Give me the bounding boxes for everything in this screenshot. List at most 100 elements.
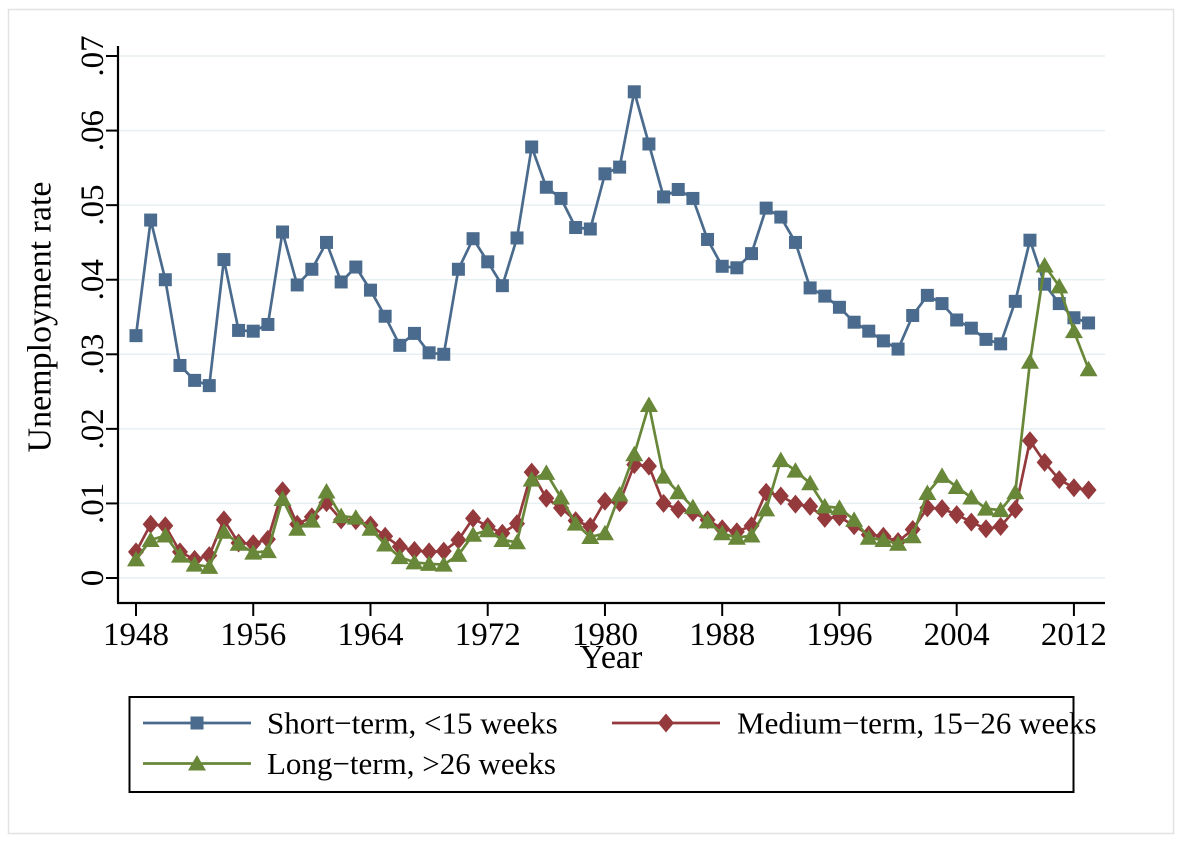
data-point-marker [349,260,363,274]
data-point-marker [1064,322,1083,339]
data-point-marker [361,520,380,536]
data-point-marker [302,512,321,528]
data-point-marker [466,232,480,246]
data-point-marker [451,262,465,276]
legend-marker-triangle-icon [188,755,206,771]
data-point-marker [786,462,805,478]
data-point-marker [566,515,585,531]
data-point-marker [816,508,833,528]
data-point-marker [1035,257,1054,273]
y-tick-label: .03 [75,334,111,375]
data-point-marker [378,309,392,323]
y-axis-title: Unemployment rate [22,182,59,453]
data-point-marker [450,530,467,550]
data-point-marker [332,507,351,524]
data-point-marker [920,288,934,302]
data-point-marker [977,519,994,539]
data-point-marker [1007,499,1024,519]
data-point-marker [683,498,702,515]
x-tick-label: 1996 [806,617,872,653]
data-point-marker [583,222,597,236]
y-tick-label: .04 [75,259,111,300]
data-point-marker [596,491,613,511]
legend-label-long-term: Long−term, >26 weeks [267,746,556,781]
data-point-marker [245,534,262,554]
data-point-marker [273,490,292,506]
data-point-marker [157,516,174,536]
data-point-marker [1020,353,1039,369]
data-point-marker [229,535,248,551]
data-point-marker [258,542,277,559]
data-point-marker [495,279,509,293]
data-point-marker [610,485,629,502]
data-point-marker [595,524,614,541]
x-axis-title: Year [580,639,643,676]
data-point-marker [730,261,744,275]
data-point-marker [771,451,790,468]
data-point-marker [334,275,348,289]
data-point-marker [701,232,715,246]
data-point-marker [876,334,890,348]
data-point-marker [903,527,922,544]
data-point-marker [317,482,336,499]
y-tick-label: 0 [75,570,111,587]
data-point-marker [188,373,202,387]
data-point-marker [346,509,365,525]
data-point-marker [420,555,439,571]
data-point-marker [508,533,527,550]
y-tick-label: .07 [75,35,111,76]
data-point-marker [144,213,158,227]
data-point-marker [464,526,483,542]
data-point-marker [215,510,232,530]
x-tick-label: 1956 [220,617,286,653]
data-point-marker [142,514,159,534]
data-point-marker [554,191,568,205]
data-point-marker [772,486,789,506]
data-point-marker [613,160,627,174]
data-point-marker [964,321,978,335]
y-tick-label: .01 [75,483,111,524]
data-point-marker [948,505,965,525]
data-point-marker [569,221,583,235]
data-point-marker [947,478,966,495]
data-point-marker [727,529,746,545]
data-point-marker [391,537,408,557]
x-tick-label: 2012 [1041,617,1107,653]
data-point-marker [363,283,377,297]
data-point-marker [788,235,802,249]
legend: Short−term, <15 weeks Medium−term, 15−26… [128,696,1097,793]
data-point-marker [170,547,189,563]
data-point-marker [655,493,672,513]
x-tick-label: 1948 [103,617,169,653]
data-point-marker [642,137,656,151]
data-point-marker [818,289,832,303]
data-point-marker [991,501,1010,518]
data-point-marker [510,231,524,245]
figure-border [7,8,1175,835]
data-point-marker [962,488,981,505]
x-tick-label: 1988 [689,617,755,653]
data-point-marker [320,235,334,249]
data-point-marker [390,548,409,565]
data-point-marker [537,464,556,480]
data-point-marker [525,140,539,154]
legend-label-short-term: Short−term, <15 weeks [267,706,558,741]
data-point-marker [1021,431,1038,451]
y-tick-label: .06 [75,110,111,151]
x-tick-label: 1964 [337,617,403,653]
data-point-marker [158,273,172,287]
data-point-marker [405,553,424,570]
data-point-marker [640,456,657,476]
data-point-marker [202,379,216,393]
data-point-marker [670,499,687,519]
data-point-marker [686,191,700,205]
legend-box [128,696,1075,793]
data-point-marker [1080,480,1097,500]
data-point-marker [305,262,319,276]
data-point-marker [874,531,893,547]
x-tick-label: 1980 [572,617,638,653]
data-point-marker [290,278,304,292]
series-layer [127,85,1098,574]
